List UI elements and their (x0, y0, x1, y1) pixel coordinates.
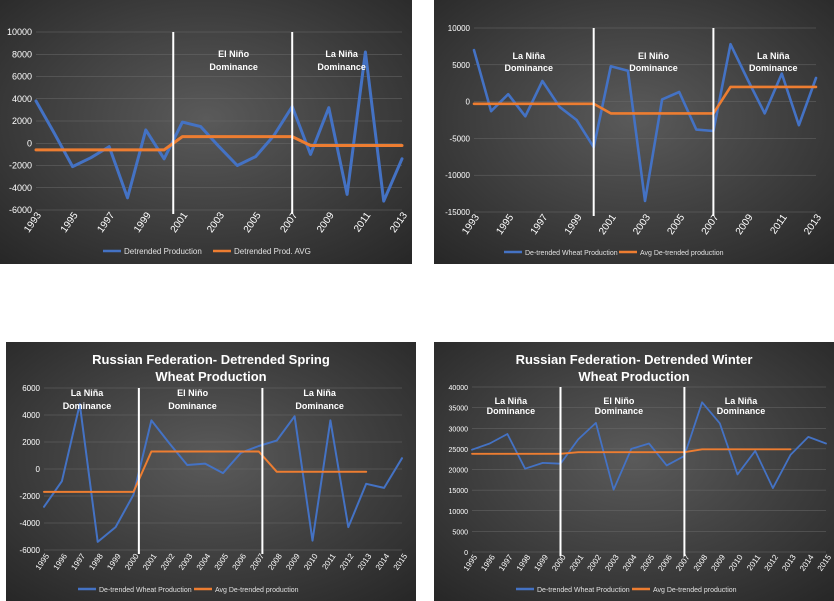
series-line-average (43, 450, 368, 493)
chart-background (434, 0, 834, 264)
dominance-annotation: Dominance (717, 406, 766, 416)
dominance-annotation: La Niña (495, 396, 529, 406)
legend-label: De-trended Wheat Production (525, 250, 618, 257)
y-tick-label: -2000 (9, 161, 32, 171)
legend-label: Detrended Prod. AVG (234, 247, 311, 256)
y-tick-label: 40000 (449, 385, 469, 392)
y-tick-label: 15000 (449, 488, 469, 495)
series-line-production (471, 401, 827, 491)
series-line-average (471, 448, 792, 455)
y-tick-label: -4000 (20, 519, 41, 528)
dominance-annotation: La Niña (303, 388, 337, 398)
y-tick-label: 25000 (449, 447, 469, 454)
series-line-production (43, 403, 403, 543)
dominance-annotation: Dominance (749, 63, 798, 73)
y-tick-label: 2000 (22, 438, 40, 447)
y-tick-label: 35000 (449, 406, 469, 413)
y-tick-label: 0 (466, 98, 471, 107)
legend-label: Avg De-trended production (215, 587, 299, 594)
series-line-production (34, 50, 404, 203)
chart-title: Russian Federation- Detrended Spring Whea… (92, 352, 330, 384)
dominance-annotation: Dominance (209, 62, 258, 72)
y-tick-label: 2000 (12, 116, 32, 126)
y-tick-label: -6000 (9, 205, 32, 215)
russia-winter-chart: Russian Federation- Detrended Winter Whea… (434, 342, 834, 601)
dominance-annotation: La Niña (71, 388, 105, 398)
ukraine-chart: 10000 5000 0 -5000 -10000 -15000 1993 1995 1997 1… (434, 0, 834, 264)
legend-label: Avg De-trended production (653, 587, 737, 594)
y-tick-label: 20000 (449, 468, 469, 475)
dominance-annotation: Dominance (63, 401, 112, 411)
y-tick-label: 6000 (22, 384, 40, 393)
y-tick-label: 0 (27, 138, 32, 148)
dominance-annotation: Dominance (295, 401, 344, 411)
y-tick-label: 4000 (12, 94, 32, 104)
dominance-annotation: La Niña (325, 49, 359, 59)
chart-svg: 1000080006000400020000-2000-4000-6000199… (0, 0, 412, 264)
y-tick-label: -4000 (9, 183, 32, 193)
series-line-average (34, 135, 404, 152)
y-tick-label: 4000 (22, 411, 40, 420)
series-line-average (472, 85, 818, 115)
kazakhstan-chart: 10000 8000 6000 4000 2000 0 -2000 -4000 -6000 199… (0, 0, 412, 264)
y-tick-label: -2000 (20, 492, 41, 501)
legend-label: De-trended Wheat Production (99, 587, 192, 594)
dominance-annotation: La Niña (725, 396, 759, 406)
y-tick-label: -15000 (445, 208, 470, 217)
y-tick-label: 6000 (12, 72, 32, 82)
dominance-annotation: Dominance (629, 63, 678, 73)
dominance-annotation: El Niño (177, 388, 209, 398)
dominance-annotation: El Niño (603, 396, 635, 406)
dominance-annotation: Dominance (168, 401, 217, 411)
legend-label: Avg De-trended production (640, 250, 724, 257)
chart-svg: Russian Federation- Detrended Winter Whea… (434, 342, 834, 601)
y-tick-label: 10000 (449, 509, 469, 516)
dominance-annotation: Dominance (504, 63, 553, 73)
y-tick-label: 8000 (12, 49, 32, 59)
legend-label: Detrended Production (124, 247, 202, 256)
dominance-annotation: Dominance (595, 406, 644, 416)
dominance-annotation: El Niño (638, 51, 670, 61)
y-tick-label: -6000 (20, 546, 41, 555)
dominance-annotation: Dominance (487, 406, 536, 416)
chart-background (434, 342, 834, 601)
y-tick-label: 5000 (452, 61, 470, 70)
legend-label: De-trended Wheat Production (537, 587, 630, 594)
dominance-annotation: La Niña (512, 51, 546, 61)
y-tick-label: 30000 (449, 426, 469, 433)
chart-title: Russian Federation- Detrended Winter Whea… (516, 352, 753, 384)
chart-svg: Russian Federation- Detrended Spring Whea… (6, 342, 416, 601)
y-tick-label: -10000 (445, 171, 470, 180)
dominance-annotation: La Niña (757, 51, 791, 61)
y-tick-label: 0 (36, 465, 41, 474)
y-tick-label: 10000 (7, 27, 32, 37)
y-tick-label: 0 (464, 550, 468, 557)
y-tick-label: -5000 (450, 134, 471, 143)
y-tick-label: 10000 (448, 24, 471, 33)
russia-spring-chart: Russian Federation- Detrended Spring Whea… (6, 342, 416, 601)
y-tick-label: 5000 (452, 529, 468, 536)
dominance-annotation: El Niño (218, 49, 250, 59)
dominance-annotation: Dominance (317, 62, 366, 72)
